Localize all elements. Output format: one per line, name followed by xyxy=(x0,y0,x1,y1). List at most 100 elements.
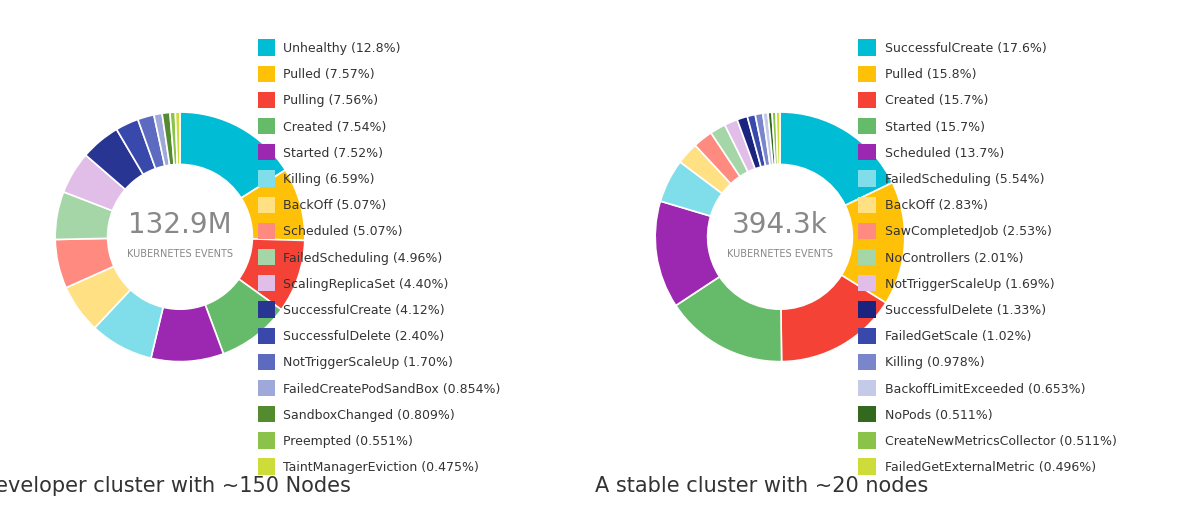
FancyBboxPatch shape xyxy=(258,67,276,83)
FancyBboxPatch shape xyxy=(258,145,276,161)
Text: Created (15.7%): Created (15.7%) xyxy=(884,94,988,107)
Wedge shape xyxy=(660,163,722,217)
FancyBboxPatch shape xyxy=(858,328,876,344)
Wedge shape xyxy=(180,113,286,198)
FancyBboxPatch shape xyxy=(858,249,876,266)
Text: Scheduled (13.7%): Scheduled (13.7%) xyxy=(884,146,1004,160)
FancyBboxPatch shape xyxy=(258,40,276,57)
FancyBboxPatch shape xyxy=(258,92,276,109)
Text: NoPods (0.511%): NoPods (0.511%) xyxy=(884,408,992,421)
FancyBboxPatch shape xyxy=(858,197,876,214)
Wedge shape xyxy=(138,116,164,169)
Text: SandboxChanged (0.809%): SandboxChanged (0.809%) xyxy=(283,408,455,421)
Text: CreateNewMetricsCollector (0.511%): CreateNewMetricsCollector (0.511%) xyxy=(884,434,1116,447)
FancyBboxPatch shape xyxy=(858,119,876,135)
Wedge shape xyxy=(162,113,174,166)
FancyBboxPatch shape xyxy=(258,171,276,187)
Text: NotTriggerScaleUp (1.69%): NotTriggerScaleUp (1.69%) xyxy=(884,277,1055,290)
FancyBboxPatch shape xyxy=(858,354,876,370)
Wedge shape xyxy=(755,114,770,167)
FancyBboxPatch shape xyxy=(258,380,276,396)
Wedge shape xyxy=(241,171,305,241)
Text: 394.3k: 394.3k xyxy=(732,211,828,239)
FancyBboxPatch shape xyxy=(258,459,276,475)
FancyBboxPatch shape xyxy=(858,301,876,318)
Wedge shape xyxy=(768,113,775,166)
FancyBboxPatch shape xyxy=(258,432,276,448)
Text: SuccessfulCreate (17.6%): SuccessfulCreate (17.6%) xyxy=(884,42,1046,55)
Text: A stable cluster with ~20 nodes: A stable cluster with ~20 nodes xyxy=(595,475,929,495)
Wedge shape xyxy=(55,239,114,288)
FancyBboxPatch shape xyxy=(858,223,876,239)
Wedge shape xyxy=(64,156,125,212)
Text: ScalingReplicaSet (4.40%): ScalingReplicaSet (4.40%) xyxy=(283,277,449,290)
FancyBboxPatch shape xyxy=(858,380,876,396)
Wedge shape xyxy=(781,276,886,362)
Wedge shape xyxy=(772,113,778,165)
Wedge shape xyxy=(710,126,748,177)
Text: FailedScheduling (4.96%): FailedScheduling (4.96%) xyxy=(283,251,443,264)
Text: BackOff (5.07%): BackOff (5.07%) xyxy=(283,199,386,212)
FancyBboxPatch shape xyxy=(858,40,876,57)
Text: BackOff (2.83%): BackOff (2.83%) xyxy=(884,199,988,212)
Wedge shape xyxy=(175,113,180,165)
Text: FailedCreatePodSandBox (0.854%): FailedCreatePodSandBox (0.854%) xyxy=(283,382,500,395)
Text: Started (15.7%): Started (15.7%) xyxy=(884,120,985,133)
Text: Pulling (7.56%): Pulling (7.56%) xyxy=(283,94,378,107)
FancyBboxPatch shape xyxy=(858,145,876,161)
FancyBboxPatch shape xyxy=(258,249,276,266)
Wedge shape xyxy=(85,130,143,190)
Text: SuccessfulDelete (1.33%): SuccessfulDelete (1.33%) xyxy=(884,304,1046,316)
FancyBboxPatch shape xyxy=(858,432,876,448)
Wedge shape xyxy=(205,279,281,354)
FancyBboxPatch shape xyxy=(858,276,876,292)
Wedge shape xyxy=(763,114,773,166)
Text: Pulled (15.8%): Pulled (15.8%) xyxy=(884,68,976,81)
FancyBboxPatch shape xyxy=(258,407,276,423)
Wedge shape xyxy=(116,120,156,175)
Text: FailedGetExternalMetric (0.496%): FailedGetExternalMetric (0.496%) xyxy=(884,460,1096,473)
Text: Preempted (0.551%): Preempted (0.551%) xyxy=(283,434,413,447)
FancyBboxPatch shape xyxy=(258,276,276,292)
Text: Pulled (7.57%): Pulled (7.57%) xyxy=(283,68,376,81)
FancyBboxPatch shape xyxy=(258,328,276,344)
Wedge shape xyxy=(95,290,163,359)
FancyBboxPatch shape xyxy=(258,197,276,214)
Wedge shape xyxy=(676,277,781,362)
FancyBboxPatch shape xyxy=(258,119,276,135)
Text: KUBERNETES EVENTS: KUBERNETES EVENTS xyxy=(727,248,833,259)
FancyBboxPatch shape xyxy=(858,407,876,423)
Wedge shape xyxy=(154,114,169,167)
Text: Created (7.54%): Created (7.54%) xyxy=(283,120,386,133)
Text: Scheduled (5.07%): Scheduled (5.07%) xyxy=(283,225,403,238)
Text: BackoffLimitExceeded (0.653%): BackoffLimitExceeded (0.653%) xyxy=(884,382,1085,395)
Wedge shape xyxy=(748,115,766,168)
FancyBboxPatch shape xyxy=(858,171,876,187)
Wedge shape xyxy=(66,267,131,328)
Wedge shape xyxy=(239,239,305,310)
Wedge shape xyxy=(780,113,893,206)
Wedge shape xyxy=(170,113,178,165)
FancyBboxPatch shape xyxy=(858,67,876,83)
Text: Unhealthy (12.8%): Unhealthy (12.8%) xyxy=(283,42,401,55)
Text: 132.9M: 132.9M xyxy=(128,211,232,239)
Wedge shape xyxy=(695,134,740,184)
Text: NoControllers (2.01%): NoControllers (2.01%) xyxy=(884,251,1024,264)
FancyBboxPatch shape xyxy=(258,301,276,318)
Wedge shape xyxy=(725,120,755,173)
Wedge shape xyxy=(55,192,113,240)
FancyBboxPatch shape xyxy=(858,459,876,475)
Wedge shape xyxy=(841,183,905,304)
FancyBboxPatch shape xyxy=(258,223,276,239)
Text: Started (7.52%): Started (7.52%) xyxy=(283,146,384,160)
Wedge shape xyxy=(680,146,731,194)
Wedge shape xyxy=(655,201,720,306)
Text: SuccessfulDelete (2.40%): SuccessfulDelete (2.40%) xyxy=(283,329,445,342)
Text: Killing (6.59%): Killing (6.59%) xyxy=(283,173,374,186)
Text: TaintManagerEviction (0.475%): TaintManagerEviction (0.475%) xyxy=(283,460,479,473)
FancyBboxPatch shape xyxy=(858,92,876,109)
Wedge shape xyxy=(776,113,780,165)
Text: KUBERNETES EVENTS: KUBERNETES EVENTS xyxy=(127,248,233,259)
Text: NotTriggerScaleUp (1.70%): NotTriggerScaleUp (1.70%) xyxy=(283,356,454,369)
Text: FailedScheduling (5.54%): FailedScheduling (5.54%) xyxy=(884,173,1044,186)
